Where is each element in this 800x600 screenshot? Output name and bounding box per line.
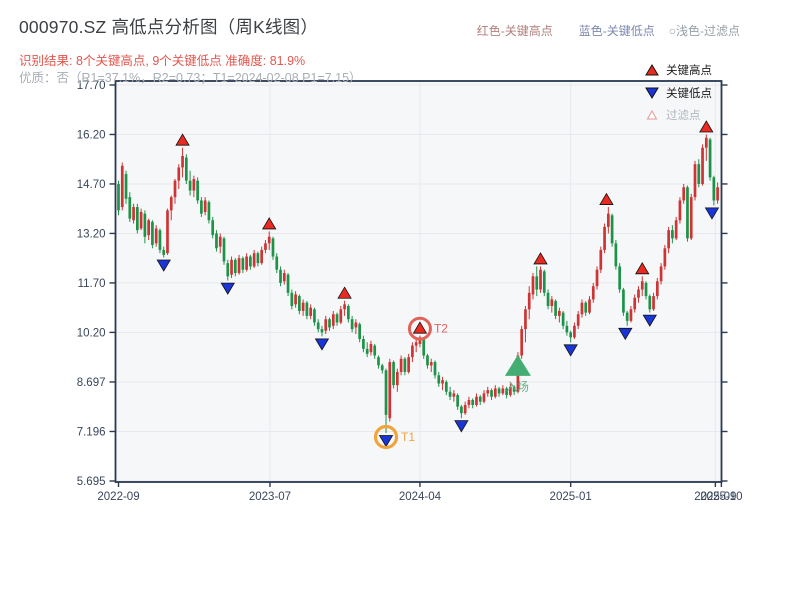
svg-text:16.20: 16.20 [77,129,106,141]
t2-ring [407,316,432,341]
svg-text:2025-01: 2025-01 [550,491,592,503]
legend-filter-label: 过滤点 [666,109,701,122]
svg-text:11.70: 11.70 [78,278,106,290]
key-low-markers [156,207,720,448]
svg-text:7.196: 7.196 [77,426,106,438]
y-axis-labels: 17.70 16.20 14.70 13.20 11.70 10.20 8.697 7.196… [77,80,106,488]
svg-text:5.695: 5.695 [77,476,106,488]
svg-text:2024-04: 2024-04 [399,491,442,503]
svg-text:14.70: 14.70 [77,179,106,191]
page-color-legend: 红色-关键高点 蓝色-关键低点 ○浅色-过滤点 [477,22,740,39]
svg-text:2025-10: 2025-10 [700,491,742,503]
result-summary: 识别结果: 8个关键高点, 9个关键低点 准确度: 81.9% [19,54,306,68]
t1-label: T1 [401,430,415,444]
page-title: 000970.SZ 高低点分析图（周K线图） [19,17,319,37]
quality-summary: 优质：否（R1=37.1%，R2=0.73；T1=2024-02-08 P1=7… [19,71,362,85]
svg-text:2022-09: 2022-09 [97,491,139,503]
legend-filter-icon [646,109,658,120]
entry-label: 入场 [506,379,529,393]
t2-label: T2 [434,322,448,336]
plot-area [115,81,722,482]
svg-text:2025-09: 2025-09 [694,491,736,503]
legend-low-icon [645,87,659,99]
legend-low-text: 蓝色-关键低点 [578,24,655,38]
annotations: 入场 T1 T2 [373,316,531,450]
key-high-markers [175,120,714,334]
legend-high-icon [645,64,659,76]
legend-filter-text: ○浅色-过滤点 [668,24,740,38]
svg-text:10.20: 10.20 [77,327,106,339]
svg-text:13.20: 13.20 [77,228,106,240]
svg-text:8.697: 8.697 [77,377,106,389]
legend-high-label: 关键高点 [666,63,712,77]
axis-ticks [109,84,728,487]
legend-high-text: 红色-关键高点 [476,24,553,38]
svg-text:2023-07: 2023-07 [249,491,291,503]
candlesticks [117,134,719,434]
entry-marker [504,354,531,376]
x-axis-labels: 2022-09 2023-07 2024-04 2025-01 2025-092025-… [97,491,742,503]
svg-text:17.70: 17.70 [77,80,106,92]
t1-ring [373,424,399,450]
legend-low-label: 关键低点 [666,86,712,100]
axes-frame [114,80,723,483]
